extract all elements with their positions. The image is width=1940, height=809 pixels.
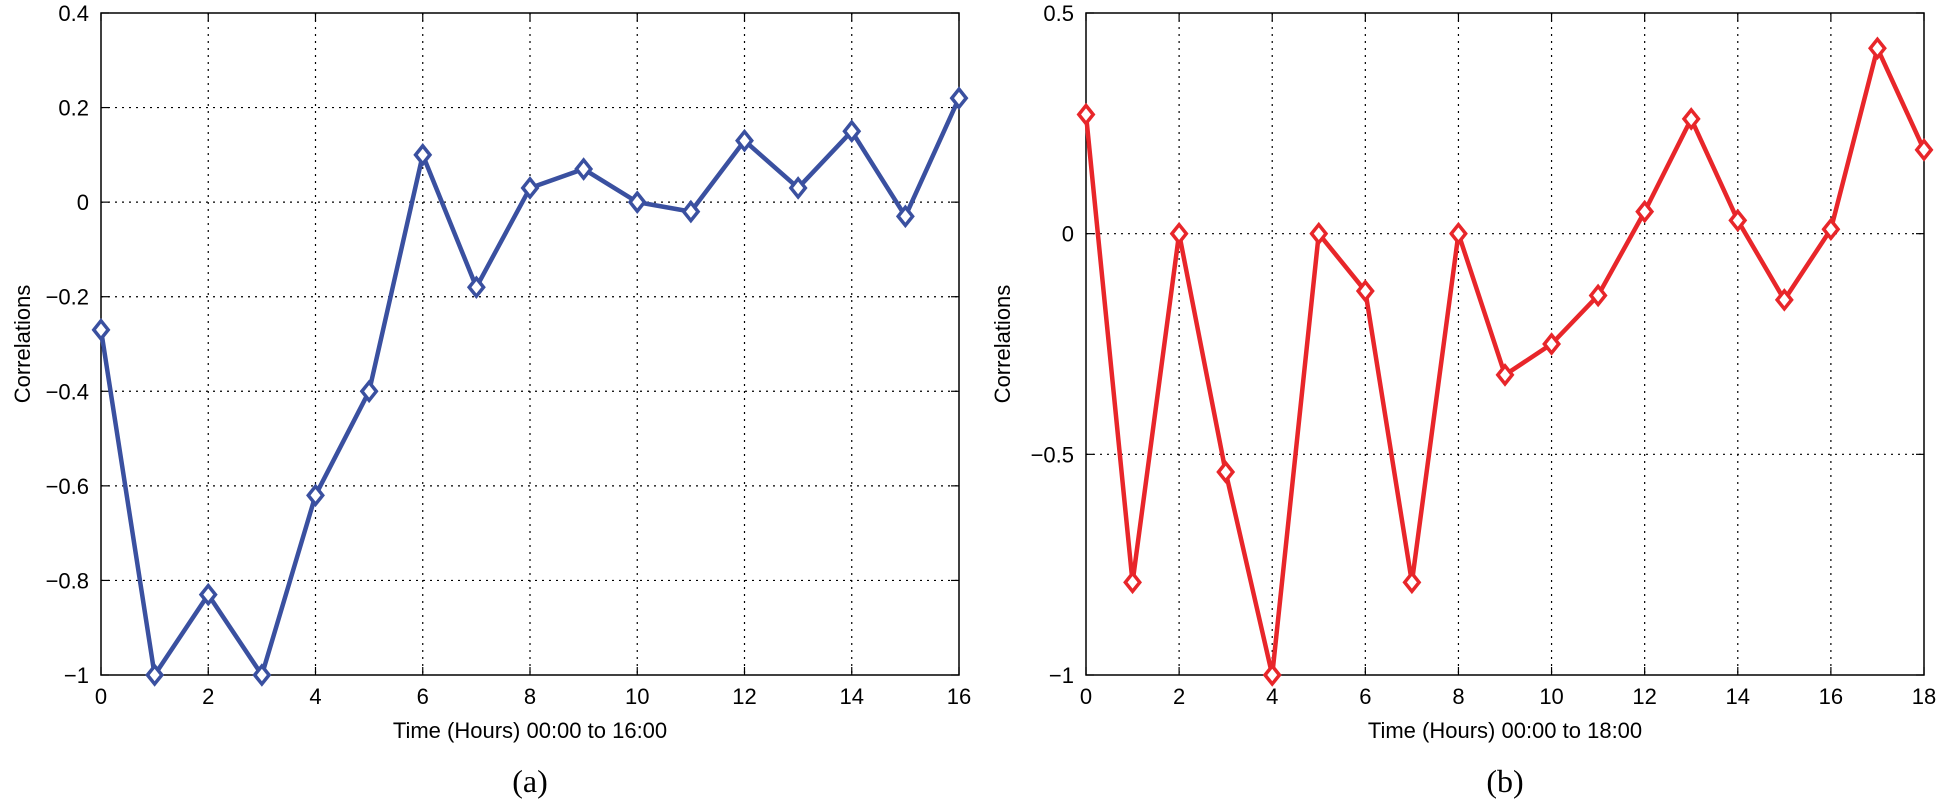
y-tick-label: −1 [64, 663, 89, 688]
x-axis-label: Time (Hours) 00:00 to 18:00 [1368, 718, 1642, 743]
y-tick-label: 0 [1062, 222, 1074, 247]
data-point [735, 128, 754, 153]
data-point [413, 143, 433, 167]
data-point [466, 275, 486, 300]
x-tick-label: 0 [95, 684, 107, 709]
x-tick-label: 4 [309, 684, 321, 709]
y-tick-label: 0.2 [58, 96, 89, 121]
data-point [1355, 279, 1375, 303]
data-point [520, 176, 540, 200]
data-point [1774, 288, 1794, 312]
y-tick-label: −0.5 [1031, 442, 1074, 467]
data-point [252, 663, 272, 687]
data-point [1495, 363, 1515, 387]
data-point [1402, 570, 1422, 595]
data-point [1868, 36, 1887, 61]
y-tick-label: −0.2 [46, 285, 89, 310]
data-point [306, 483, 325, 508]
data-point [1681, 107, 1701, 131]
x-tick-label: 0 [1080, 684, 1092, 709]
data-point [627, 190, 647, 214]
x-axis-label: Time (Hours) 00:00 to 16:00 [393, 718, 667, 743]
x-tick-label: 18 [1912, 684, 1936, 709]
data-point [1123, 570, 1142, 595]
y-axis-label: Correlations [990, 285, 1015, 404]
data-point [198, 582, 218, 607]
x-tick-label: 6 [1359, 684, 1371, 709]
chart-b: 0 2 4 6 8 10 12 14 16 18 −1 −0.5 0 0.5 Time (Hours) 00… [990, 1, 1936, 799]
x-tick-label: 10 [1539, 684, 1563, 709]
y-tick-label: −1 [1049, 663, 1074, 688]
data-point [895, 204, 915, 229]
data-point [1635, 199, 1655, 224]
x-tick-label: 16 [947, 684, 971, 709]
x-tick-label: 6 [417, 684, 429, 709]
y-tick-label: 0.4 [58, 1, 89, 26]
x-tick-label: 2 [1173, 684, 1185, 709]
data-point [1309, 221, 1329, 246]
data-point [1588, 283, 1608, 308]
data-point [574, 157, 594, 181]
series-line [1083, 46, 1927, 678]
x-tick-label: 8 [1452, 684, 1464, 709]
chart-caption: (b) [1486, 763, 1523, 799]
data-point [681, 199, 701, 224]
x-tick-label: 10 [625, 684, 649, 709]
x-tick-label: 12 [732, 684, 756, 709]
data-point [842, 119, 862, 144]
x-tick-label: 16 [1819, 684, 1843, 709]
plot-frame [1085, 12, 1925, 676]
x-tick-label: 14 [840, 684, 864, 709]
x-tick-label: 14 [1726, 684, 1750, 709]
data-point [359, 379, 379, 404]
data-point [949, 86, 969, 110]
data-point [1728, 208, 1748, 233]
y-tick-label: −0.4 [46, 379, 89, 404]
chart-a: 0 2 4 6 8 10 12 14 16 −1 −0.8 −0.6 −0.4 −0.2 0 0.2 0.4 Ti… [10, 1, 971, 799]
data-point [1449, 221, 1468, 246]
data-point [91, 318, 111, 342]
data-point [1821, 217, 1841, 242]
chart-caption: (a) [512, 763, 548, 799]
x-tick-label: 12 [1632, 684, 1656, 709]
y-axis-label: Correlations [10, 285, 35, 404]
data-point [1262, 663, 1282, 687]
data-point [1914, 138, 1934, 162]
data-point [1169, 221, 1189, 246]
y-tick-label: −0.6 [46, 474, 89, 499]
data-point [145, 663, 165, 687]
x-tick-label: 2 [202, 684, 214, 709]
data-point [1076, 102, 1096, 127]
data-point [1216, 460, 1236, 484]
x-tick-label: 8 [524, 684, 536, 709]
y-tick-label: 0.5 [1043, 1, 1074, 26]
x-tick-label: 4 [1266, 684, 1278, 709]
y-tick-label: −0.8 [46, 568, 89, 593]
y-tick-label: 0 [77, 190, 89, 215]
data-point [788, 176, 808, 200]
data-point [1542, 332, 1561, 356]
